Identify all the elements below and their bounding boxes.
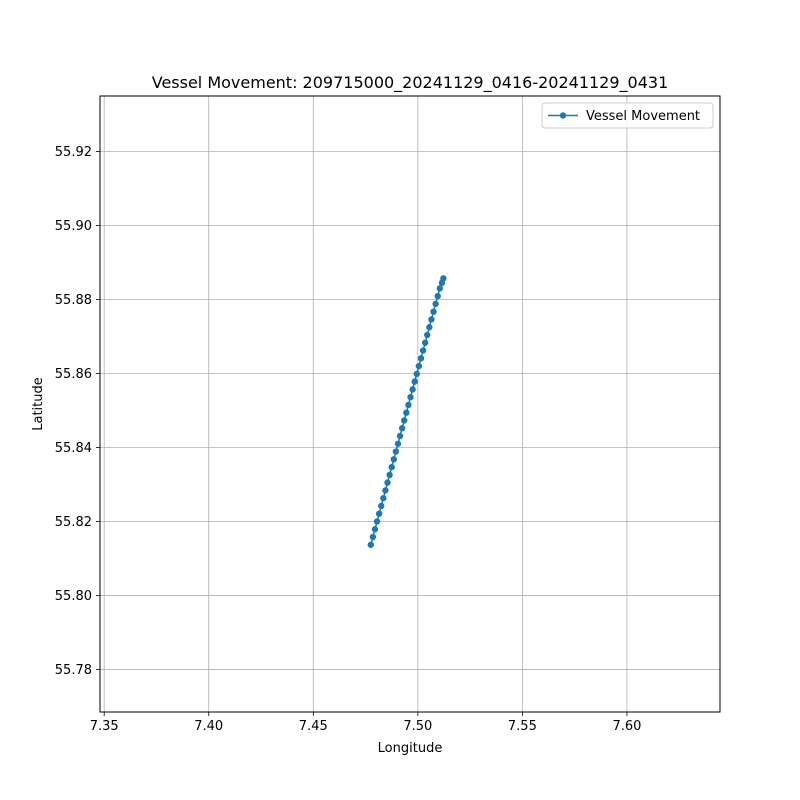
data-point (413, 370, 420, 378)
data-point (421, 339, 429, 346)
data-point (419, 347, 427, 354)
data-point (378, 502, 385, 510)
data-point (407, 393, 414, 401)
data-point (369, 533, 377, 541)
data-point (386, 471, 393, 479)
data-point (394, 440, 402, 447)
x-tick-label: 7.50 (403, 719, 432, 734)
x-tick-label: 7.55 (508, 719, 537, 734)
data-point (411, 378, 418, 385)
y-tick-label: 55.80 (55, 589, 92, 604)
legend: Vessel Movement (541, 102, 714, 129)
y-tick-label: 55.90 (55, 219, 92, 234)
x-tick-label: 7.35 (90, 719, 119, 734)
data-point (440, 275, 447, 282)
x-tick-label: 7.60 (612, 719, 641, 734)
y-axis-ticks: 55.78 55.80 55.82 55.84 55.86 55.88 55.90 55.92 (55, 145, 100, 678)
data-layer (367, 275, 447, 548)
data-point (388, 463, 395, 471)
legend-label-vessel-movement: Vessel Movement (586, 109, 700, 124)
x-tick-label: 7.45 (299, 719, 328, 734)
data-point (432, 300, 439, 308)
data-point (373, 518, 381, 525)
data-point (426, 324, 433, 331)
data-point (424, 331, 431, 339)
y-tick-label: 55.84 (55, 441, 92, 456)
data-point (401, 417, 408, 424)
data-point (396, 432, 404, 440)
x-axis-label: Longitude (378, 741, 443, 756)
data-point (428, 316, 435, 323)
y-tick-label: 55.88 (55, 293, 92, 308)
data-point (409, 386, 416, 393)
data-point (430, 308, 437, 315)
grid-layer (100, 96, 720, 712)
data-point (436, 285, 443, 292)
y-tick-label: 55.78 (55, 663, 92, 678)
data-point (434, 292, 441, 300)
y-tick-label: 55.86 (55, 367, 92, 382)
y-tick-label: 55.82 (55, 515, 92, 530)
data-point (392, 448, 400, 455)
legend-marker-swatch (559, 112, 567, 119)
data-point (380, 494, 387, 502)
data-point (375, 510, 383, 517)
data-point (367, 541, 374, 548)
data-point (390, 456, 397, 463)
data-point (371, 526, 379, 533)
data-point (398, 425, 406, 432)
data-point (403, 409, 410, 416)
x-tick-label: 7.40 (194, 719, 223, 734)
data-point (405, 401, 412, 409)
chart-title: Vessel Movement: 209715000_20241129_0416… (152, 73, 669, 93)
legend-box (541, 102, 714, 129)
y-axis-label: Latitude (31, 377, 46, 431)
x-axis-ticks: 7.35 7.40 7.45 7.50 7.55 7.60 (90, 712, 641, 734)
y-tick-label: 55.92 (55, 145, 92, 160)
data-point (384, 479, 391, 486)
plot-frame (99, 95, 721, 713)
data-point (382, 487, 389, 494)
data-point (417, 355, 425, 362)
data-point (415, 362, 423, 370)
